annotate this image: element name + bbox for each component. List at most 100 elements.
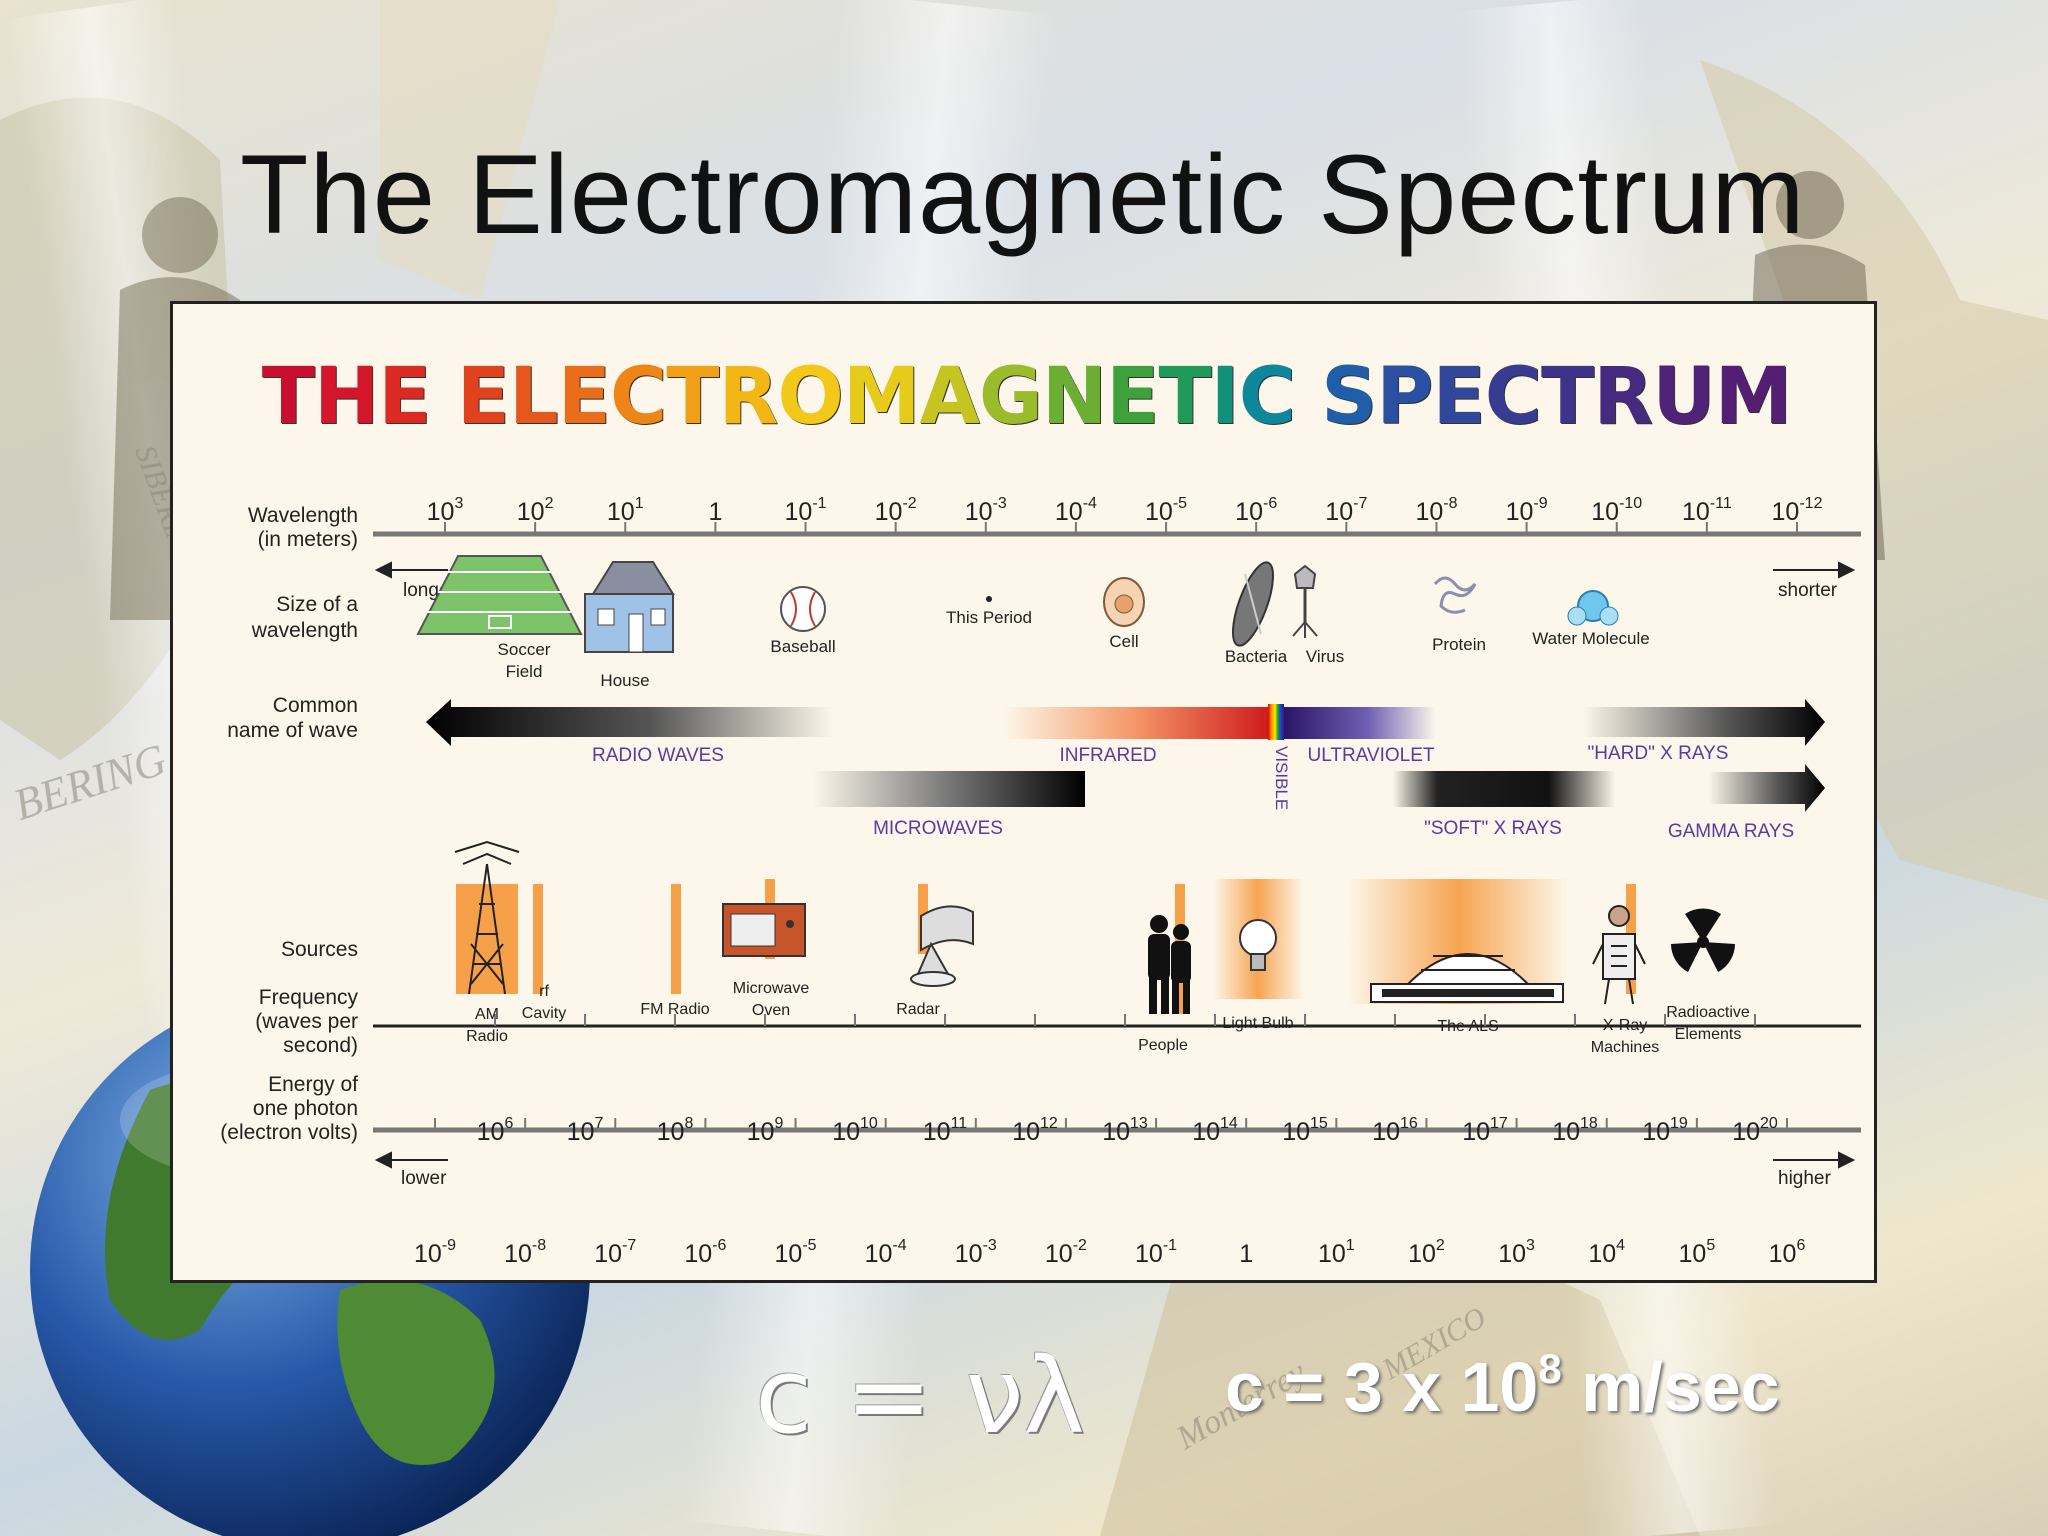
speed-suffix: m/sec (1561, 1348, 1780, 1426)
lower-label: lower (401, 1168, 447, 1189)
size-label: Soccer (498, 640, 551, 659)
bacteria-icon (1232, 561, 1274, 647)
band-label-hard-x-rays: "HARD" X RAYS (1588, 743, 1729, 764)
tick-base: 10 (607, 498, 635, 526)
speed-of-light-equation: c = 3 x 108 m/sec (1225, 1345, 1780, 1427)
tick-label: 1013 (1102, 1115, 1148, 1146)
tick-label: 10-4 (1055, 495, 1097, 526)
tick-exponent: 9 (774, 1115, 783, 1132)
slide-title: The Electromagnetic Spectrum (240, 132, 1806, 257)
tick-exponent: 11 (951, 1115, 968, 1132)
tick-exponent: 12 (1040, 1115, 1058, 1132)
tick-exponent: 15 (1310, 1115, 1328, 1132)
tick-label: 10-9 (1506, 495, 1548, 526)
tick-exponent: 14 (1220, 1115, 1238, 1132)
source-label: The ALS (1437, 1018, 1498, 1035)
tick-exponent: -4 (1083, 495, 1097, 512)
title-letter: L (508, 352, 559, 442)
size-label: Bacteria (1225, 647, 1288, 666)
microwave-oven-icon (722, 903, 806, 957)
title-letter: H (313, 352, 379, 442)
tick-exponent: -12 (1799, 495, 1822, 512)
tick-base: 10 (1552, 1118, 1580, 1146)
tick-base: 10 (567, 1118, 595, 1146)
tick-exponent: 8 (684, 1115, 693, 1132)
tick-base: 10 (955, 1240, 983, 1268)
tick-base: 10 (865, 1240, 893, 1268)
tick-label: 1019 (1642, 1115, 1688, 1146)
title-letter: E (378, 352, 431, 442)
tick-label: 1020 (1732, 1115, 1778, 1146)
tick-label: 10-6 (684, 1237, 726, 1268)
tick-label: 10-10 (1591, 495, 1642, 526)
higher-arrow-icon (1838, 1151, 1856, 1169)
tick-exponent: -9 (1533, 495, 1547, 512)
tick-label: 106 (477, 1115, 514, 1146)
virus-icon (1292, 564, 1318, 638)
tick-label: 109 (747, 1115, 784, 1146)
title-letter: R (1593, 352, 1653, 442)
tick-base: 10 (517, 498, 545, 526)
protein-icon (1433, 576, 1477, 614)
tick-exponent: 6 (504, 1115, 513, 1132)
als-building-icon (1370, 953, 1564, 1003)
size-label: Baseball (770, 637, 835, 656)
speed-exponent: 8 (1538, 1345, 1562, 1392)
title-letter: T (261, 352, 315, 442)
tick-base: 10 (1772, 498, 1800, 526)
speed-prefix: c = 3 x 10 (1225, 1348, 1539, 1426)
tick-exponent: -9 (442, 1237, 456, 1254)
frequency-ticks: 106 107 108 109 1010 1011 1012 1013 1014 1015 1016… (477, 1014, 1778, 1146)
size-label: Water Molecule (1532, 629, 1649, 648)
tick-label: 10-3 (965, 495, 1007, 526)
row-label-frequency-3: second) (283, 1034, 358, 1057)
tick-exponent: -7 (622, 1237, 636, 1254)
tick-label: 10-7 (1325, 495, 1367, 526)
source-label: AM (475, 1006, 499, 1023)
tick-exponent: -1 (1163, 1237, 1177, 1254)
size-label: Protein (1432, 635, 1486, 654)
tick-label: 10-11 (1682, 495, 1732, 526)
title-letter: C (1484, 352, 1542, 442)
tick-base: 10 (875, 498, 903, 526)
spectrum-diagram: Wavelength (in meters) Size of a wavelen… (220, 495, 1861, 1268)
tick-base: 10 (1192, 1118, 1220, 1146)
tick-label: 10-2 (875, 495, 917, 526)
title-letter: E (1432, 352, 1485, 442)
tick-label: 1018 (1552, 1115, 1598, 1146)
tick-exponent: 16 (1400, 1115, 1418, 1132)
x-ray-machine-icon (1592, 905, 1646, 1005)
tick-base: 10 (684, 1240, 712, 1268)
tick-base: 10 (1372, 1118, 1400, 1146)
tick-base: 10 (1591, 498, 1619, 526)
wavelength-ticks: 103 102 101 1 10-1 10-2 10-3 10-4 10-5 10-6 10-7 10… (427, 495, 1823, 534)
row-label-size-2: wavelength (251, 619, 358, 642)
tick-base: 10 (504, 1240, 532, 1268)
tick-exponent: -4 (892, 1237, 906, 1254)
tick-base: 10 (1682, 498, 1710, 526)
tick-label: 10-12 (1772, 495, 1823, 526)
band-label-visible: VISIBLE (1272, 746, 1291, 810)
tick-exponent: -10 (1619, 495, 1642, 512)
poster-title: THE ELECTROMAGNETIC SPECTRUM (173, 352, 1874, 442)
tick-label: 10-3 (955, 1237, 997, 1268)
tick-exponent: -1 (812, 495, 826, 512)
people-icon (1148, 915, 1191, 1014)
tick-base: 10 (594, 1240, 622, 1268)
title-letter: M (842, 352, 921, 442)
tick-exponent: 20 (1760, 1115, 1778, 1132)
light-bulb-icon (1239, 919, 1277, 971)
tick-label: 1010 (832, 1115, 878, 1146)
tick-label: 103 (1498, 1237, 1535, 1268)
tick-label: 10-8 (1415, 495, 1457, 526)
tick-base: 10 (1408, 1240, 1436, 1268)
band-label-radio: RADIO WAVES (592, 745, 724, 766)
tick-exponent: 13 (1130, 1115, 1148, 1132)
tick-label: 10-7 (594, 1237, 636, 1268)
tick-exponent: -5 (1173, 495, 1187, 512)
title-letter: G (978, 352, 1043, 442)
tick-base: 10 (1679, 1240, 1707, 1268)
source-label: Machines (1591, 1039, 1659, 1056)
tick-exponent: 3 (454, 495, 463, 512)
tick-base: 10 (923, 1118, 951, 1146)
